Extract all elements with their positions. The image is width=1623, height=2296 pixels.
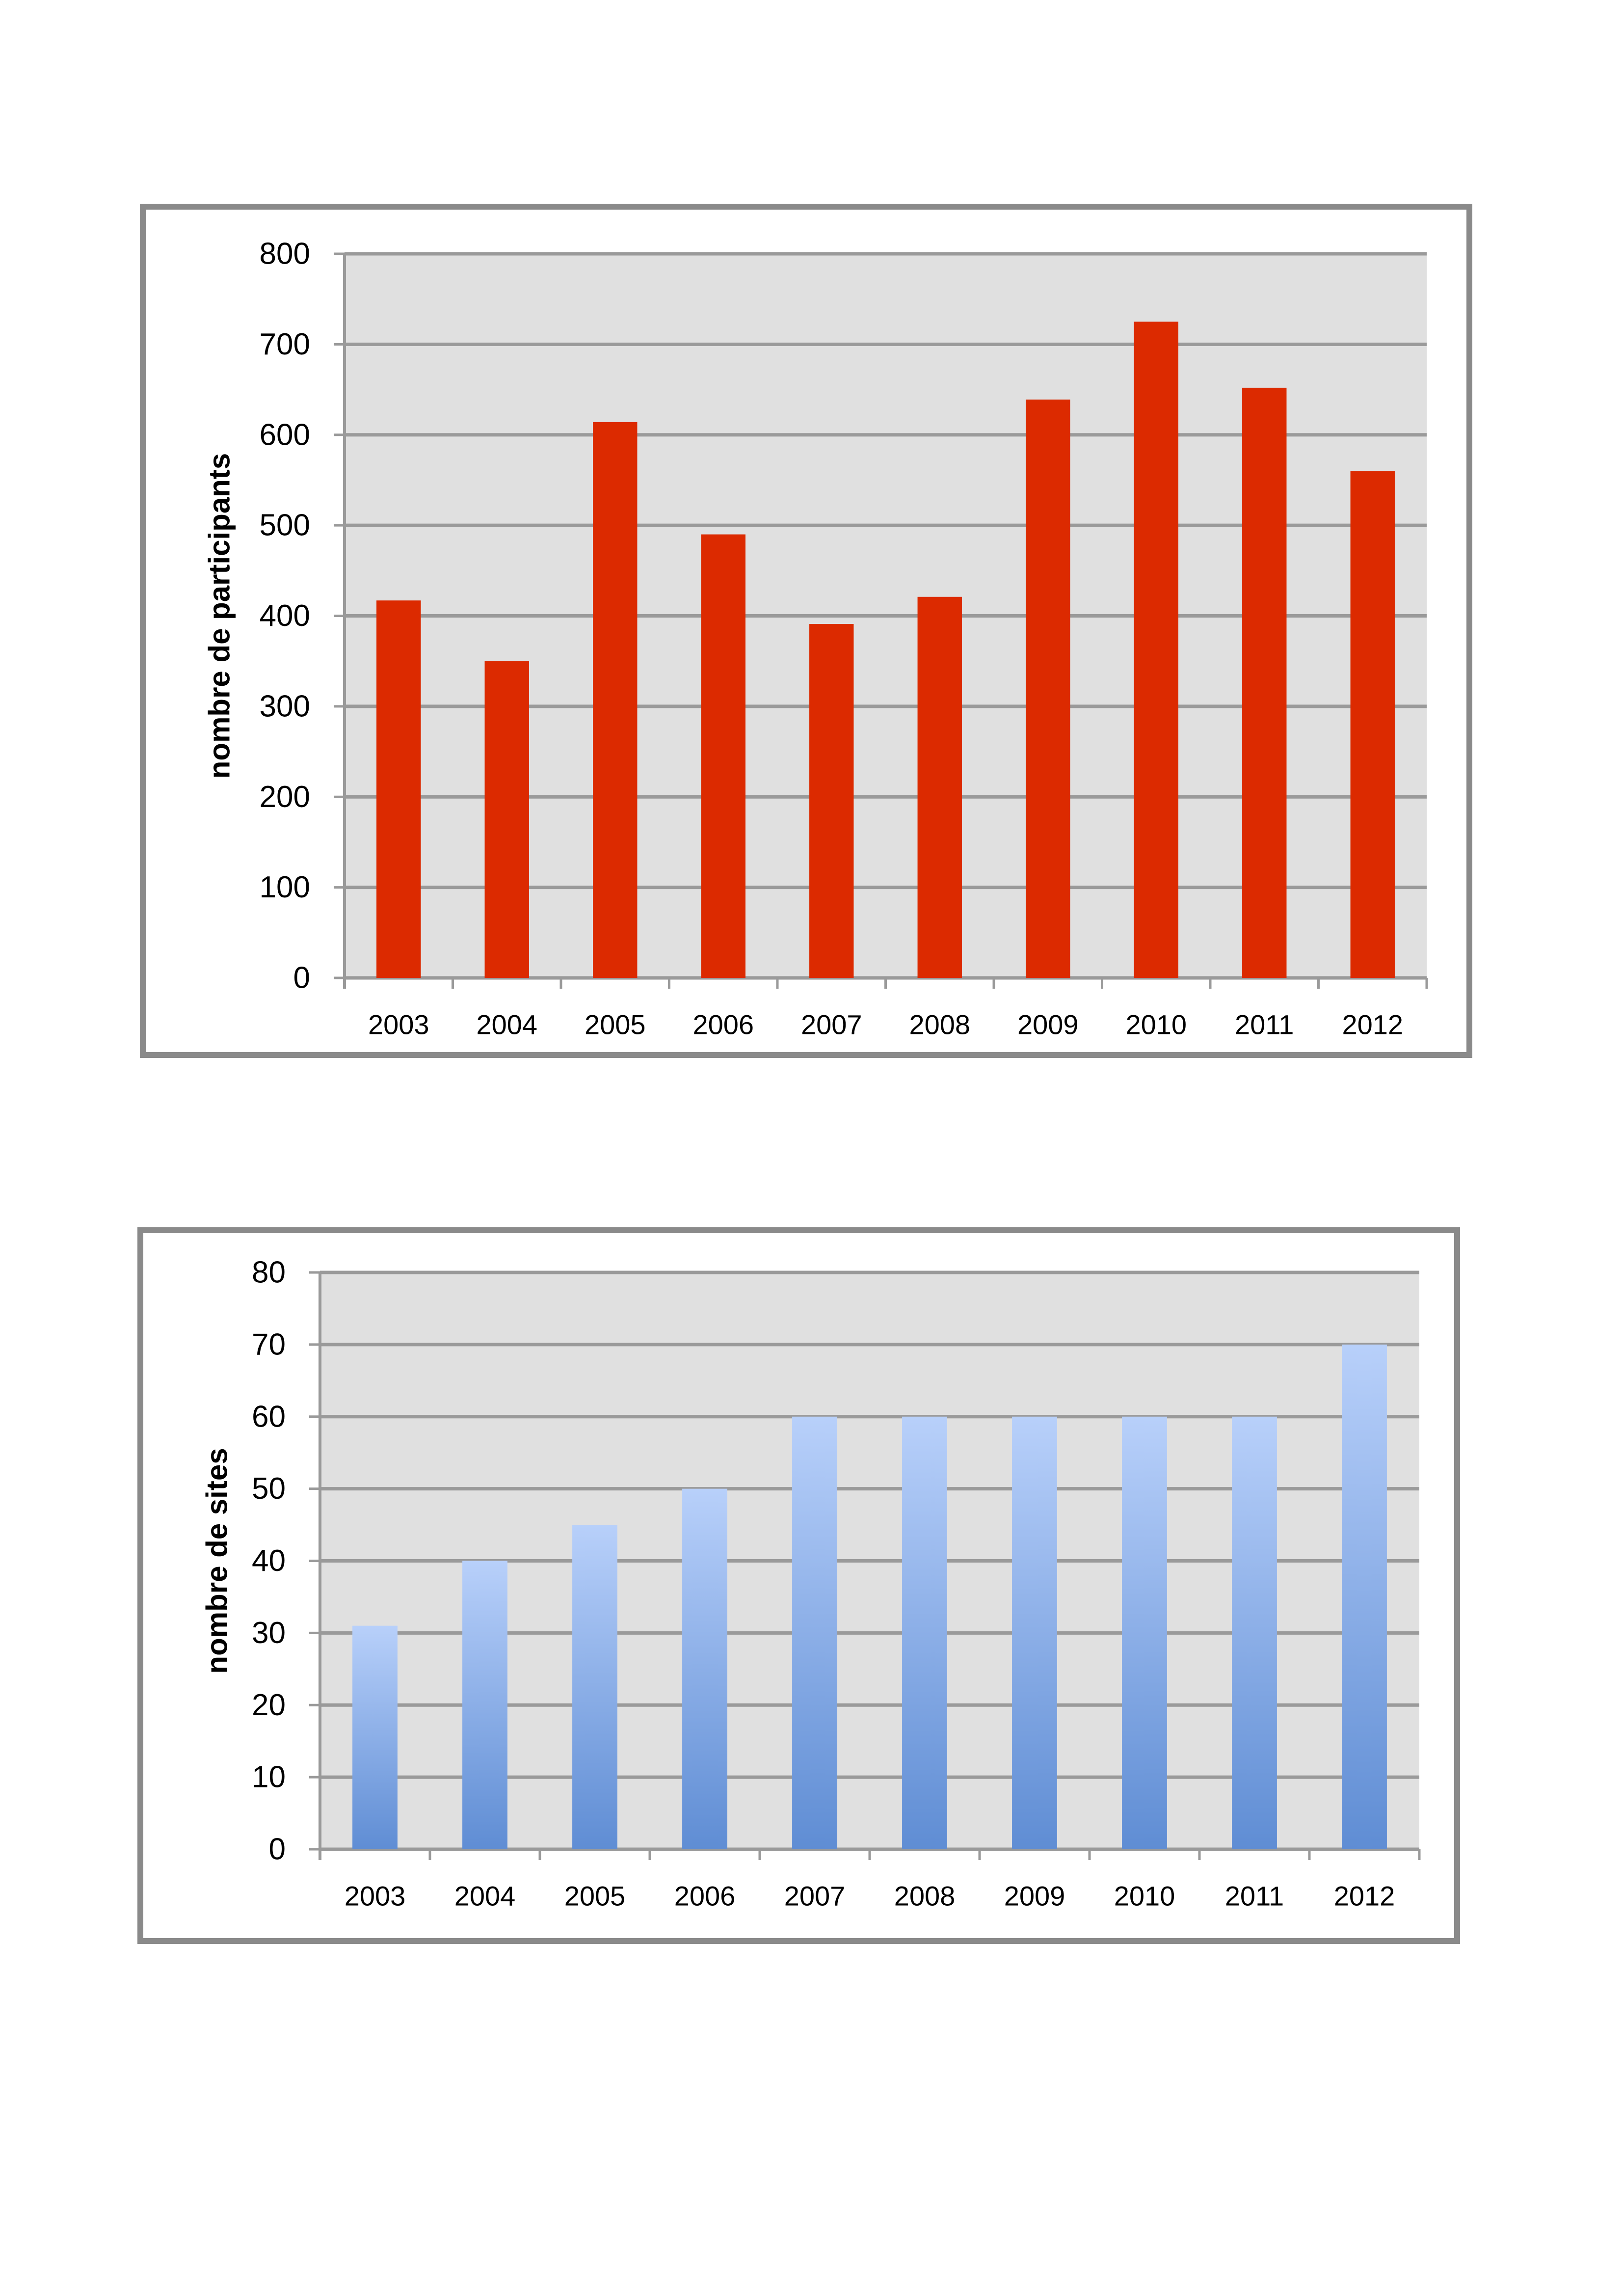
bar-2004 (484, 661, 529, 978)
bar-2003 (352, 1625, 398, 1849)
x-tick-label: 2012 (1342, 1009, 1403, 1040)
y-tick-label: 200 (260, 780, 310, 814)
x-tick-label: 2010 (1125, 1009, 1187, 1040)
sites-chart: 0 10 20 30 40 50 60 70 80 2003 2004 2005 2006 2007 200… (137, 1227, 1460, 1944)
bar-2009 (1026, 399, 1070, 978)
x-tick-label: 2006 (692, 1009, 754, 1040)
y-tick-label: 400 (260, 599, 310, 633)
x-tick-label: 2003 (368, 1009, 429, 1040)
y-tick-label: 10 (252, 1760, 286, 1794)
x-tick-label: 2009 (1004, 1881, 1065, 1912)
bar-2010 (1134, 322, 1178, 978)
x-tick-label: 2008 (909, 1009, 970, 1040)
bar-2009 (1012, 1416, 1057, 1849)
y-tick-label: 0 (293, 961, 310, 995)
bar-2003 (376, 600, 421, 978)
x-tick-label: 2004 (476, 1009, 537, 1040)
bar-2006 (682, 1488, 727, 1849)
x-tick-label: 2007 (801, 1009, 862, 1040)
y-tick-label: 500 (260, 509, 310, 542)
bar-2006 (701, 534, 745, 978)
y-axis-title: nombre de sites (201, 1448, 234, 1674)
x-tick-label: 2006 (674, 1881, 736, 1912)
bar-2011 (1232, 1416, 1277, 1849)
x-tick-label: 2005 (585, 1009, 646, 1040)
x-tick-label: 2004 (454, 1881, 516, 1912)
bar-2005 (593, 422, 638, 978)
y-tick-label: 60 (252, 1400, 286, 1433)
x-tick-label: 2010 (1114, 1881, 1175, 1912)
y-tick-label: 80 (252, 1256, 286, 1290)
y-tick-label: 30 (252, 1616, 286, 1650)
bar-2007 (809, 624, 854, 978)
bar-2012 (1342, 1344, 1387, 1849)
y-tick-label: 100 (260, 870, 310, 904)
bar-2007 (792, 1416, 837, 1849)
y-tick-label: 700 (260, 327, 310, 361)
x-tick-label: 2012 (1334, 1881, 1395, 1912)
y-tick-label: 0 (269, 1833, 286, 1866)
x-tick-label: 2003 (345, 1881, 406, 1912)
y-tick-label: 600 (260, 418, 310, 452)
y-tick-label: 40 (252, 1544, 286, 1578)
y-tick-label: 800 (260, 237, 310, 271)
y-tick-label: 50 (252, 1472, 286, 1506)
bar-2008 (902, 1416, 947, 1849)
bar-2005 (572, 1525, 617, 1849)
y-tick-label: 300 (260, 689, 310, 723)
sites-chart-svg: 0 10 20 30 40 50 60 70 80 2003 2004 2005 2006 2007 200… (201, 1256, 1421, 1912)
y-tick-label: 20 (252, 1688, 286, 1722)
bar-2012 (1350, 471, 1395, 978)
bar-2011 (1242, 387, 1287, 978)
participants-chart: 0 100 200 300 400 500 600 700 800 2003 2004 2005 200… (140, 204, 1472, 1058)
x-tick-label: 2011 (1235, 1009, 1294, 1040)
x-tick-label: 2008 (894, 1881, 956, 1912)
bar-2008 (917, 596, 962, 978)
y-tick-label: 70 (252, 1327, 286, 1361)
participants-chart-svg: 0 100 200 300 400 500 600 700 800 2003 2004 2005 200… (203, 237, 1428, 1040)
y-axis-title: nombre de participants (203, 453, 236, 779)
x-tick-label: 2007 (784, 1881, 846, 1912)
bar-2010 (1122, 1416, 1167, 1849)
x-tick-label: 2009 (1017, 1009, 1079, 1040)
x-tick-label: 2005 (564, 1881, 626, 1912)
x-tick-label: 2011 (1225, 1881, 1284, 1912)
bar-2004 (462, 1561, 507, 1849)
